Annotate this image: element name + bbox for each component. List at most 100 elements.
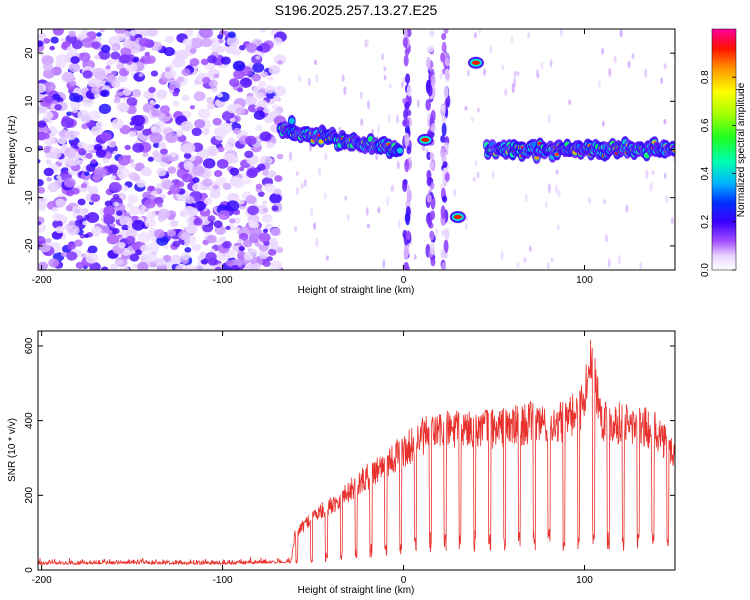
spectrogram-noise-cell [67,224,80,236]
spectrogram-noise-cell [164,35,175,44]
spectrogram-noise-cell [165,132,179,143]
spectrogram-noise-cell [472,177,476,182]
spectrogram-noise-cell [516,262,520,269]
spectrogram-noise-cell [663,63,667,70]
spectrogram-noise-cell [608,67,612,78]
spectrogram-noise-cell [215,45,225,54]
spectrogram-noise-cell [101,266,109,270]
colorbar: 0.0 0.2 0.4 0.6 0.8 Normalized spectral ampl… [700,28,747,277]
spectrogram-noise-cell [396,160,400,170]
spectrogram-noise-cell [272,37,283,46]
spectrogram-noise-cell [82,60,89,66]
spectrogram-noise-cell [77,141,86,149]
spectrogram-noise-cell [175,265,183,270]
spectrogram-noise-cell [122,38,135,49]
spectrogram-streak-cell [403,246,409,261]
spectrogram-noise-cell [116,234,123,239]
spectrogram-noise-cell [132,263,138,269]
spectrogram-noise-cell [229,78,240,87]
spectrogram-noise-cell [203,130,209,136]
spectrogram-noise-cell [103,213,110,219]
spectrogram-noise-cell [120,185,129,192]
spectrogram-noise-cell [261,169,269,176]
colorbar-tick-label: 0.0 [700,263,711,277]
spectrogram-noise-cell [49,147,57,153]
spectrogram-noise-cell [126,97,138,107]
spectrogram-noise-cell [237,198,245,205]
spectrogram-noise-cell [261,200,268,205]
spectrogram-streak-cell [426,194,432,203]
spectrogram-noise-cell [129,253,140,262]
spectrogram-noise-cell [397,219,401,229]
spectrogram-noise-cell [104,200,113,207]
spectrogram-noise-cell [111,45,119,52]
spectrogram-noise-cell [66,251,78,261]
spectrogram-noise-cell [110,263,119,270]
spectrogram-noise-cell [163,245,169,250]
spectrogram-noise-cell [381,53,385,61]
spectrogram-noise-cell [366,223,370,229]
spectrogram-noise-cell [115,33,126,42]
spectrogram-streak-cell [444,228,450,241]
spectrogram-noise-cell [619,29,623,38]
spectrogram-noise-cell [639,261,643,270]
spectrogram-noise-cell [48,258,60,268]
spectrogram-noise-cell [227,137,236,145]
spectrogram-noise-cell [207,215,216,222]
spectrogram-streak-cell [404,265,410,270]
spectrogram-noise-cell [113,97,121,104]
spectrogram-noise-cell [182,94,190,102]
spectrogram-noise-cell [663,172,667,179]
spectrogram-noise-cell [255,183,263,190]
spectrogram-noise-cell [116,167,130,179]
spectrogram-noise-cell [191,127,202,137]
spectrogram-noise-cell [197,254,205,261]
spectrogram-streak-cell [405,230,411,241]
spectrogram-noise-cell [96,37,102,42]
spectrogram-noise-cell [179,210,185,215]
spectrogram-noise-cell [214,266,222,270]
spectrogram-noise-cell [470,116,474,122]
spectrogram-noise-cell [568,99,572,106]
spectrogram-noise-cell [247,205,259,216]
spectrogram-noise-cell [181,68,191,76]
spectrogram-streak-cell [404,48,410,56]
spectrogram-noise-cell [649,182,653,192]
spectrogram-noise-cell [218,236,227,243]
spectrogram-noise-cell [172,240,181,248]
spectrogram-noise-cell [226,103,238,114]
spectrogram-noise-cell [270,171,277,177]
spectrogram-streak-cell [440,205,446,219]
spectrogram-noise-cell [262,260,271,268]
spectrogram-noise-cell [209,248,216,254]
spectrogram-noise-cell [43,167,54,177]
spectrogram-noise-cell [91,41,101,49]
spectrogram-noise-cell [131,242,139,249]
spectrogram-noise-cell [52,212,63,222]
spectrogram-noise-cell [185,224,199,235]
spectrogram-noise-cell [93,143,103,151]
spectrogram-noise-cell [157,202,163,208]
spectrogram-noise-cell [132,142,145,153]
spectrogram-noise-cell [87,78,99,88]
spectrogram-noise-cell [627,60,631,69]
spectrogram-noise-cell [49,45,55,51]
spectrogram-noise-cell [200,37,212,48]
snr-x-tick-label: -100 [213,575,233,586]
spectrogram-noise-cell [307,77,311,86]
spectrogram-noise-cell [483,68,487,76]
spectrogram-noise-cell [238,246,245,252]
spectrogram-noise-cell [68,62,81,73]
spectrogram-noise-cell [87,185,99,195]
spectrogram-noise-cell [554,184,558,195]
spectrogram-noise-cell [192,177,200,184]
spectrogram-streak-cell [426,177,432,187]
spectrogram-noise-cell [147,242,160,253]
spectrogram-streak-cell [430,210,436,220]
spectrogram-noise-cell [238,44,246,51]
spectrogram-noise-cell [276,247,284,253]
spectrogram-noise-cell [217,34,224,40]
spectrogram-noise-cell [47,182,60,193]
spectrogram-noise-cell [90,158,97,164]
